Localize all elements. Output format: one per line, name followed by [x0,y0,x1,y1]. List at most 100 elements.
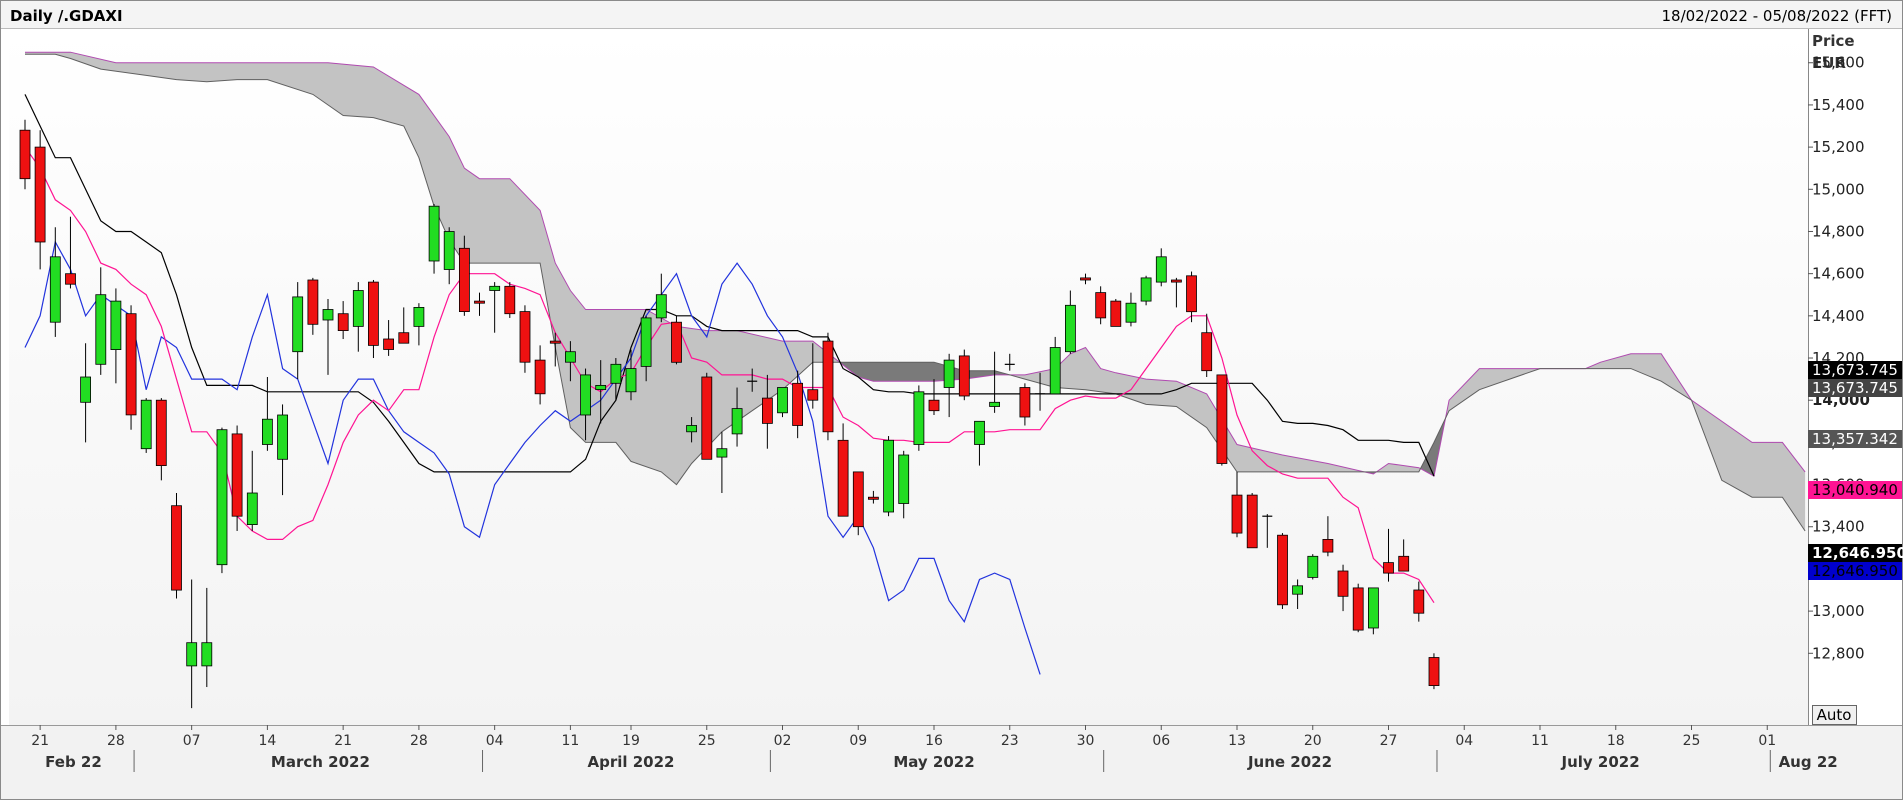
price-tick-label: 14,800 [1812,223,1865,241]
candle-body [19,129,31,180]
candle-body [292,296,304,353]
candle [610,358,622,401]
time-axis: 21 28 07 14 21 28 04 11 19 25 02 09 16 23 30 06 13 20 27 04… [31,725,1838,772]
price-tick-label: 15,600 [1812,54,1865,72]
price-badge-label: 13,040.940 [1812,481,1898,499]
chikou-line [24,240,1041,675]
candle [125,305,137,430]
date-tick-label: 07 [183,733,201,749]
candle [1004,353,1015,371]
candle [398,307,410,344]
candle-body [1216,374,1228,464]
price-badge: 12,646.950 [1808,562,1902,580]
candle-body [428,205,440,262]
candle-body [1337,570,1349,597]
candle-body [549,340,561,344]
price-tick-label: 15,400 [1812,96,1865,114]
candle [1019,383,1031,426]
candle-body [307,279,319,325]
candle-body [110,300,122,351]
candle [1080,273,1091,285]
date-range: 18/02/2022 - 05/08/2022 (FFT) [1662,7,1893,25]
candle-body [1201,332,1213,372]
date-tick-label: 21 [31,733,49,749]
candle [1413,581,1425,622]
candle [458,235,470,316]
price-tick-label: 13,400 [1812,518,1865,536]
candle-body [80,376,91,403]
candle-body [277,414,289,460]
candle [595,360,607,424]
candle [974,420,985,466]
candle-body [655,294,667,319]
candle-body [898,454,910,504]
candle [1035,372,1046,411]
price-badge: 12,646.950 [1808,544,1903,562]
price-tick-label: 14,400 [1812,307,1865,325]
candle [201,587,213,688]
candle-body [383,338,395,350]
candle-body [716,448,728,458]
date-tick-label: 20 [1304,733,1322,749]
price-badge-bg [1808,379,1902,397]
candle-body [1383,562,1394,574]
candle-body [1019,387,1031,418]
price-badge-bg [1808,361,1902,379]
cloud-segment [1445,353,1806,531]
candle-body [1065,304,1076,353]
candle-body [565,351,576,363]
date-tick-label: 04 [1455,733,1473,749]
candle-body [1322,539,1334,553]
candle [110,288,122,384]
candle [231,425,243,531]
candle [474,292,485,316]
candle [762,374,773,449]
candle [777,387,788,418]
cloud-segment [1420,418,1446,477]
candle [837,423,849,517]
time-axis-bg [1,725,1902,799]
candle [322,298,334,375]
candle [1186,271,1197,323]
date-tick-label: 27 [1380,733,1398,749]
candle-body [1186,275,1197,313]
date-tick-label: 11 [1531,733,1549,749]
candle-body [413,306,425,327]
candle [1262,514,1273,548]
candle-body [989,401,1000,407]
candle [580,368,591,441]
candle [852,471,864,536]
candle [1383,528,1394,582]
candle [898,450,910,519]
candle [186,579,198,709]
candle [443,227,455,285]
auto-button-label: Auto [1817,706,1852,724]
price-badge-label: 13,673.745 [1812,361,1898,379]
cloud-segment [1009,347,1365,472]
candle [246,450,258,531]
candle [1246,493,1258,549]
candle [958,349,970,401]
candle [1125,292,1137,327]
candle-body [1080,277,1091,281]
candle-body [822,340,834,433]
candle [261,377,273,451]
candle-body [140,399,152,450]
candle-body [1292,585,1303,595]
date-tick-label: 09 [849,733,867,749]
price-axis: 12,80013,00013,20013,40013,60013,80014,0… [1808,54,1870,662]
date-tick-label: 16 [925,733,943,749]
auto-scale-button[interactable]: Auto [1812,705,1857,725]
candle [277,404,289,496]
candle-body [1368,587,1379,629]
candle [565,341,576,382]
price-tick-label: 14,600 [1812,265,1865,283]
candle-body [534,359,546,395]
candle-body [625,368,637,393]
date-tick-label: 21 [334,733,352,749]
candle [671,315,682,365]
candle [95,267,107,375]
candle-body [125,313,137,416]
